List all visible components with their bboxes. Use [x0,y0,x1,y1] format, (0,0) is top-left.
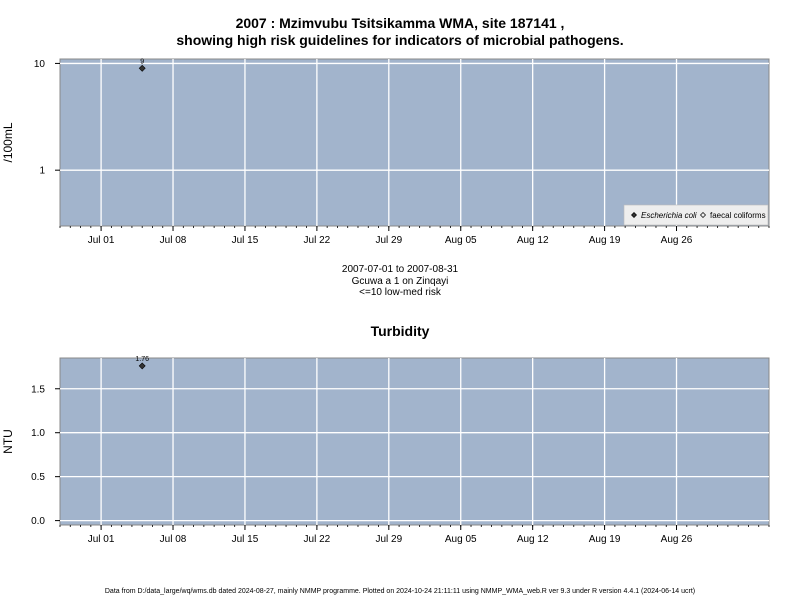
data-label: 1.76 [135,356,149,363]
turbidity-chart-title: Turbidity [370,323,430,339]
x-tick-label: Jul 15 [232,534,259,545]
x-tick-label: Aug 12 [517,534,549,545]
plot-background [59,357,770,526]
x-tick-label: Aug 26 [661,235,693,246]
x-tick-label: Jul 29 [375,235,402,246]
x-tick-label: Aug 12 [517,235,549,246]
y-axis-label: NTU [1,429,15,454]
y-tick-label: 10 [34,59,46,70]
y-tick-label: 0.0 [31,516,45,527]
y-tick-label: 1 [39,166,45,177]
legend-label: Escherichia coli [641,211,697,220]
y-tick-label: 1.5 [31,384,45,395]
chart-title-line2: showing high risk guidelines for indicat… [176,32,624,48]
legend-marker-open [700,212,706,218]
x-tick-label: Aug 26 [661,534,693,545]
chart-panel-2: Jul 01 Jul 08 Jul 15 Jul 22 Jul 29 Aug 05 Aug … [1,356,770,545]
chart-title-line1: 2007 : Mzimvubu Tsitsikamma WMA, site 18… [235,15,565,31]
data-point [138,64,146,72]
chart-panel-1: Jul 01 Jul 08 Jul 15 Jul 22 Jul 29 Aug 05 Aug … [1,58,770,246]
y-tick-label: 0.5 [31,472,45,483]
footer-note: Data from D:/data_large/wq/wms.db dated … [104,588,696,595]
data-point [138,362,146,370]
y-axis-label: /100mL [1,122,15,162]
x-tick-label: Jul 22 [304,235,331,246]
x-tick-label: Aug 05 [445,534,477,545]
plot-background [59,58,770,227]
x-tick-label: Jul 01 [88,235,115,246]
x-tick-label: Jul 08 [160,235,187,246]
data-label: 9 [140,58,144,65]
x-tick-label: Aug 19 [589,534,621,545]
x-tick-label: Jul 22 [304,534,331,545]
legend-marker-filled [631,212,637,218]
x-tick-label: Jul 29 [375,534,402,545]
x-tick-label: Jul 01 [88,534,115,545]
x-tick-label: Jul 15 [232,235,259,246]
risk-note-label: <=10 low-med risk [359,287,441,298]
x-tick-label: Aug 05 [445,235,477,246]
legend-label: faecal coliforms [710,211,766,220]
y-tick-label: 1.0 [31,428,45,439]
site-description-label: Gcuwa a 1 on Zinqayi [351,276,449,287]
x-tick-label: Jul 08 [160,534,187,545]
legend-box [623,204,769,226]
date-range-label: 2007-07-01 to 2007-08-31 [341,264,459,275]
x-tick-label: Aug 19 [589,235,621,246]
